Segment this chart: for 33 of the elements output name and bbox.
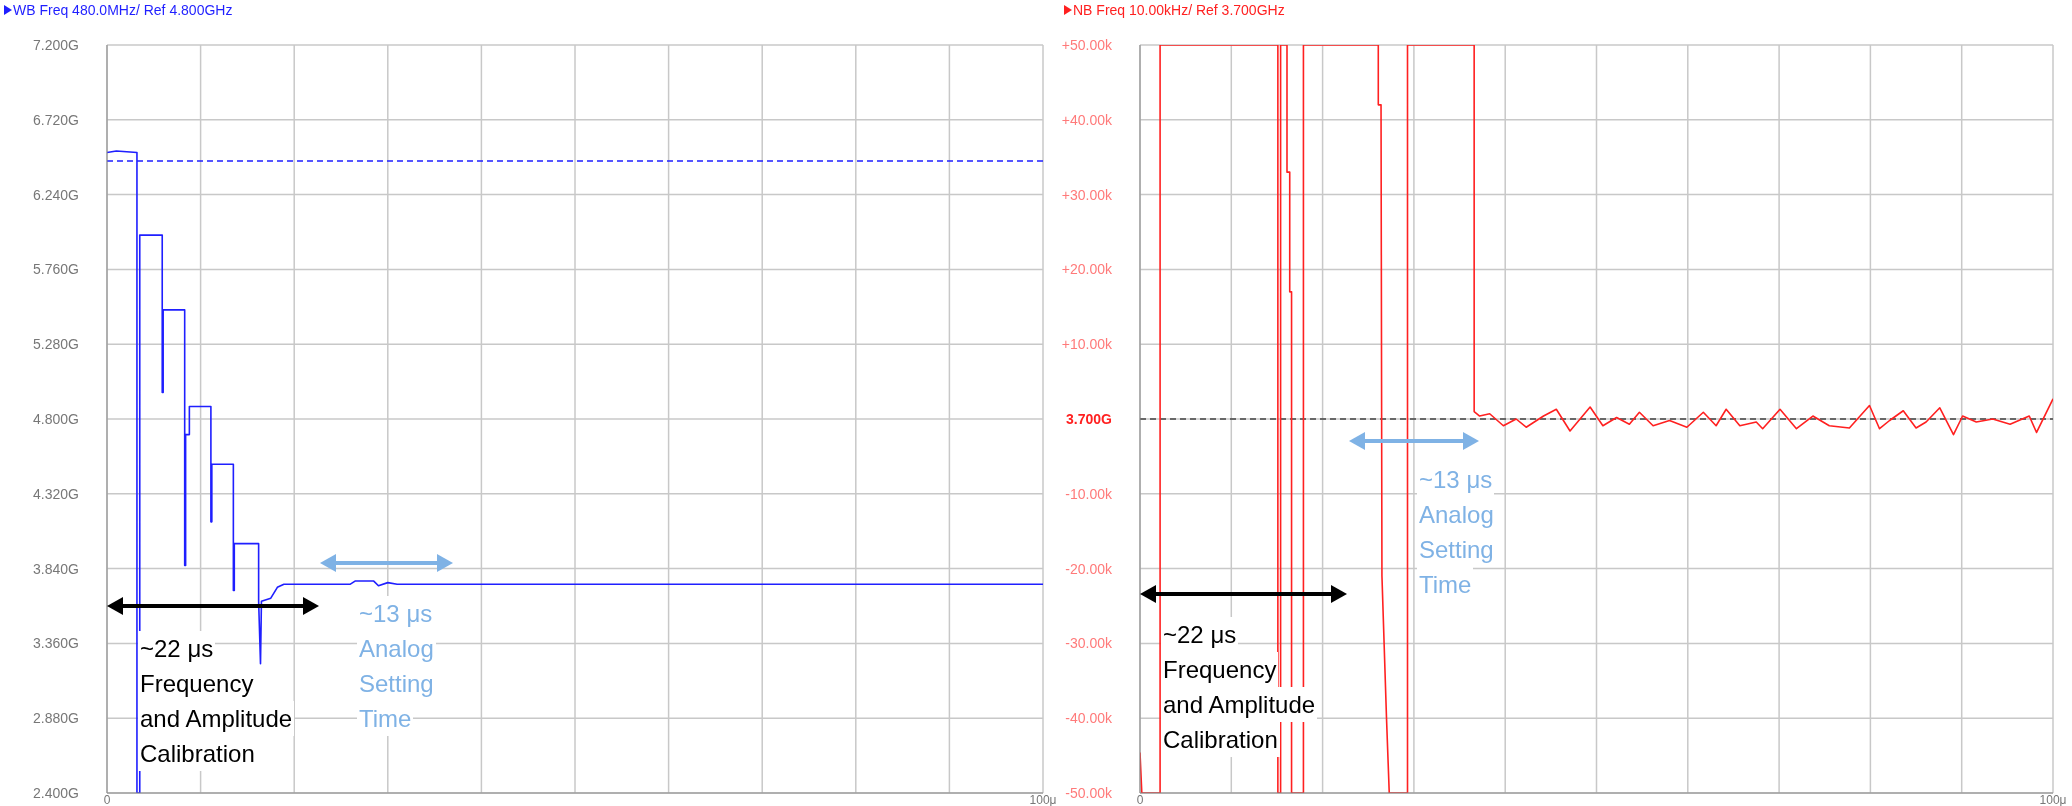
y-tick-label: 4.800G	[33, 410, 79, 427]
annotation: ~22 μs Frequency and Amplitude Calibration	[1162, 620, 1317, 755]
x-tick-label: 100μ	[2039, 792, 2067, 806]
y-tick-label: 4.320G	[33, 485, 79, 502]
y-tick-label: -30.00k	[1065, 635, 1113, 652]
y-tick-label: 2.880G	[33, 710, 79, 727]
y-tick-label: +10.00k	[1061, 336, 1113, 353]
y-tick-label: 5.280G	[33, 336, 79, 353]
y-tick-label: 6.240G	[33, 186, 79, 203]
x-tick-label: 100μ	[1029, 792, 1057, 806]
line-series	[1140, 45, 2053, 793]
x-tick-label: 0	[103, 792, 111, 806]
y-tick-label: +20.00k	[1061, 261, 1113, 278]
y-tick-label: -10.00k	[1065, 485, 1113, 502]
y-tick-label: -50.00k	[1065, 784, 1113, 801]
ref-line-label: 3.700G	[1066, 410, 1113, 427]
y-tick-label: -20.00k	[1065, 560, 1113, 577]
annotation: ~22 μs Frequency and Amplitude Calibration	[139, 634, 294, 769]
annotation: ~13 μs Analog Setting Time	[1418, 465, 1495, 600]
y-tick-label: 6.720G	[33, 111, 79, 128]
annotation: ~13 μs Analog Setting Time	[358, 599, 435, 734]
y-tick-label: +50.00k	[1061, 36, 1113, 53]
y-tick-label: 5.760G	[33, 261, 79, 278]
chart-title: NB Freq 10.00kHz/ Ref 3.700GHz	[1073, 2, 1285, 18]
chart-title: WB Freq 480.0MHz/ Ref 4.800GHz	[13, 2, 233, 18]
y-tick-label: +40.00k	[1061, 111, 1113, 128]
y-tick-label: 2.400G	[33, 784, 79, 801]
y-tick-label: 3.840G	[33, 560, 79, 577]
y-tick-label: -40.00k	[1065, 710, 1113, 727]
y-tick-label: 7.200G	[33, 36, 79, 53]
y-tick-label: 3.360G	[33, 635, 79, 652]
y-tick-label: +30.00k	[1061, 186, 1113, 203]
x-tick-label: 0	[1136, 792, 1144, 806]
